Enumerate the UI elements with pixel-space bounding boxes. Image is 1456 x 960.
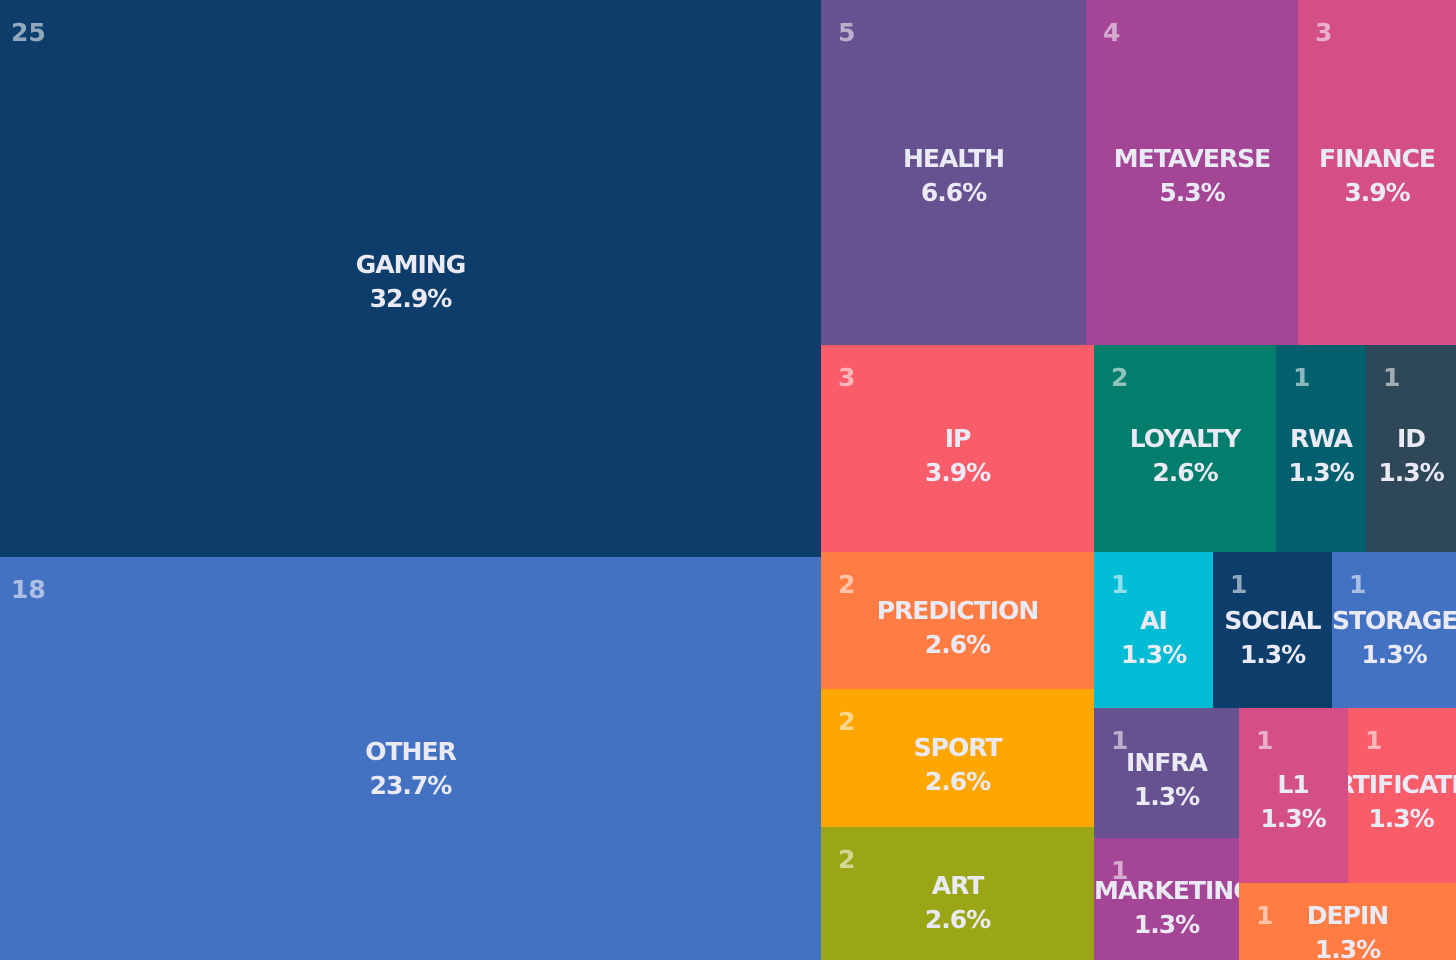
tile-count: 18	[11, 575, 46, 604]
tile-label: METAVERSE	[1113, 144, 1271, 173]
tile-marketing[interactable]: 1 MARKETING 1.3%	[1094, 838, 1239, 960]
tile-percent: 5.3%	[1159, 178, 1225, 207]
tile-count: 2	[838, 707, 856, 736]
tile-percent: 1.3%	[1368, 804, 1434, 833]
tile-percent: 23.7%	[369, 771, 453, 800]
tile-rwa[interactable]: 1 RWA 1.3%	[1276, 345, 1366, 552]
tile-percent: 1.3%	[1288, 458, 1354, 487]
tile-health[interactable]: 5 HEALTH 6.6%	[821, 0, 1086, 345]
tile-label: INFRA	[1126, 748, 1208, 777]
tile-label: GAMING	[355, 250, 467, 279]
tile-percent: 1.3%	[1239, 640, 1306, 669]
tile-percent: 3.9%	[1344, 178, 1410, 207]
tile-count: 4	[1103, 18, 1121, 47]
tile-label: SPORT	[913, 733, 1003, 762]
tile-percent: 1.3%	[1361, 640, 1427, 669]
tile-ip[interactable]: 3 IP 3.9%	[821, 345, 1094, 552]
tile-label: STORAGE	[1332, 606, 1456, 635]
tile-count: 2	[838, 570, 856, 599]
tile-infra[interactable]: 1 INFRA 1.3%	[1094, 708, 1239, 838]
tile-label: HEALTH	[902, 144, 1005, 173]
tile-l1[interactable]: 1 L1 1.3%	[1239, 708, 1348, 883]
tile-count: 2	[838, 845, 856, 874]
tile-count: 3	[838, 363, 856, 392]
tile-storage[interactable]: 1 STORAGE 1.3%	[1332, 552, 1456, 708]
tile-count: 3	[1315, 18, 1333, 47]
tile-finance[interactable]: 3 FINANCE 3.9%	[1298, 0, 1456, 345]
tile-label: OTHER	[365, 737, 457, 766]
tile-percent: 2.6%	[924, 767, 991, 796]
tile-label: CERTIFICATION	[1348, 770, 1456, 799]
tile-count: 1	[1111, 856, 1129, 885]
tile-certification[interactable]: 1 CERTIFICATION 1.3%	[1348, 708, 1456, 883]
tile-label: ART	[931, 871, 985, 900]
tile-id[interactable]: 1 ID 1.3%	[1366, 345, 1456, 552]
tile-ai[interactable]: 1 AI 1.3%	[1094, 552, 1213, 708]
tile-percent: 1.3%	[1378, 458, 1444, 487]
tile-count: 1	[1293, 363, 1311, 392]
tile-percent: 6.6%	[920, 178, 987, 207]
tile-loyalty[interactable]: 2 LOYALTY 2.6%	[1094, 345, 1276, 552]
tile-count: 5	[838, 18, 856, 47]
tile-percent: 1.3%	[1260, 804, 1326, 833]
tile-percent: 1.3%	[1120, 640, 1187, 669]
tile-count: 1	[1256, 726, 1274, 755]
tile-count: 1	[1111, 726, 1129, 755]
tile-label: SOCIAL	[1224, 606, 1321, 635]
tile-count: 1	[1349, 570, 1367, 599]
tile-label: LOYALTY	[1129, 424, 1241, 453]
tile-metaverse[interactable]: 4 METAVERSE 5.3%	[1086, 0, 1298, 345]
tile-label: RWA	[1289, 424, 1353, 453]
tile-label: L1	[1277, 770, 1309, 799]
tile-percent: 2.6%	[1152, 458, 1218, 487]
tile-label: MARKETING	[1094, 876, 1239, 905]
tile-percent: 2.6%	[924, 630, 991, 659]
tile-label: ID	[1396, 424, 1426, 453]
tile-label: DEPIN	[1306, 901, 1389, 930]
tile-other[interactable]: 18 OTHER 23.7%	[0, 557, 821, 960]
tile-sport[interactable]: 2 SPORT 2.6%	[821, 689, 1094, 827]
tile-label: PREDICTION	[876, 596, 1040, 625]
tile-count: 1	[1365, 726, 1383, 755]
tile-percent: 1.3%	[1133, 910, 1200, 939]
tile-percent: 32.9%	[369, 284, 453, 313]
tile-count: 25	[11, 18, 46, 47]
tile-social[interactable]: 1 SOCIAL 1.3%	[1213, 552, 1332, 708]
tile-percent: 1.3%	[1314, 935, 1381, 960]
tile-prediction[interactable]: 2 PREDICTION 2.6%	[821, 552, 1094, 689]
tile-depin[interactable]: 1 DEPIN 1.3%	[1239, 883, 1456, 960]
tile-count: 1	[1230, 570, 1248, 599]
tile-count: 1	[1111, 570, 1129, 599]
tile-percent: 3.9%	[924, 458, 991, 487]
tile-gaming[interactable]: 25 GAMING 32.9%	[0, 0, 821, 557]
tile-count: 1	[1383, 363, 1401, 392]
tile-count: 1	[1256, 901, 1274, 930]
tile-count: 2	[1111, 363, 1129, 392]
tile-percent: 1.3%	[1133, 782, 1200, 811]
tile-art[interactable]: 2 ART 2.6%	[821, 827, 1094, 960]
tile-label: FINANCE	[1319, 144, 1436, 173]
tile-label: AI	[1140, 606, 1168, 635]
tile-percent: 2.6%	[924, 905, 991, 934]
tile-label: IP	[944, 424, 972, 453]
